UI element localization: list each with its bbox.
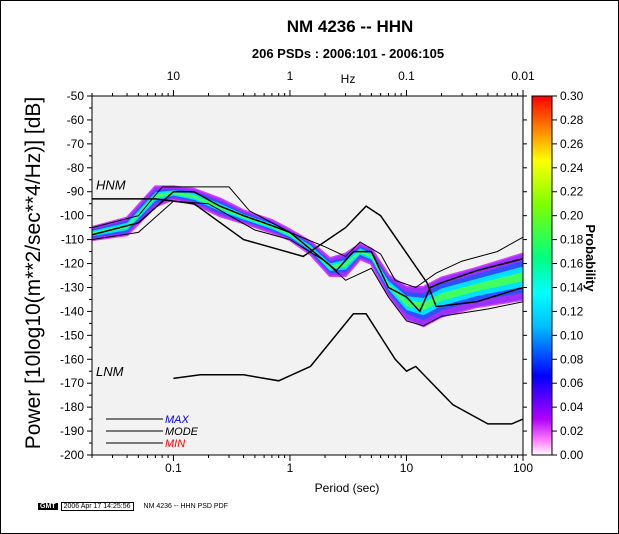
y-tick-label: -150 <box>60 328 84 342</box>
colorbar-tick-label: 0.00 <box>560 448 584 462</box>
top-axis-label: Hz <box>341 72 356 86</box>
colorbar-tick-label: 0.08 <box>560 352 584 366</box>
footer: GMT 2006 Apr 17 14:25:56 NM 4236 -- HHN PS… <box>38 502 228 511</box>
top-tick-label: 0.01 <box>511 69 535 83</box>
gmt-logo: GMT <box>38 503 58 510</box>
y-tick-label: -140 <box>60 304 84 318</box>
y-tick-label: -190 <box>60 424 84 438</box>
lnm-label: LNM <box>96 364 124 379</box>
colorbar-tick-label: 0.14 <box>560 280 584 294</box>
y-tick-label: -120 <box>60 257 84 271</box>
colorbar-tick-label: 0.12 <box>560 304 584 318</box>
footer-timestamp: 2006 Apr 17 14:25:56 <box>60 502 134 511</box>
colorbar-tick-label: 0.26 <box>560 137 584 151</box>
y-tick-label: -70 <box>67 137 85 151</box>
y-axis: -50 -60 -70 -80 -90 -100 -110 -120 -130 -140 -150 -… <box>60 89 527 462</box>
x-axis-label: Period (sec) <box>315 481 380 495</box>
colorbar-tick-label: 0.30 <box>560 89 584 103</box>
colorbar-tick-label: 0.28 <box>560 113 584 127</box>
noise-models <box>92 198 523 425</box>
colorbar-tick-label: 0.02 <box>560 424 584 438</box>
colorbar-tick-label: 0.24 <box>560 161 584 175</box>
noise-model-hnm-line <box>92 198 523 308</box>
colorbar-tick-label: 0.22 <box>560 185 584 199</box>
y-axis-label: Power [10log10(m**2/sec**4/Hz)] [dB] <box>22 97 45 450</box>
colorbar <box>531 95 553 456</box>
colorbar-label: Probability <box>583 224 598 292</box>
x-tick-label: 10 <box>400 461 414 475</box>
colorbar-tick-label: 0.18 <box>560 233 584 247</box>
hnm-label: HNM <box>96 177 126 192</box>
series-min-line <box>92 200 523 327</box>
y-tick-label: -110 <box>61 233 84 247</box>
noise-model-lnm-line <box>173 313 523 425</box>
colorbar-tick-label: 0.20 <box>560 209 584 223</box>
top-tick-label: 10 <box>167 69 181 83</box>
y-tick-label: -170 <box>60 376 84 390</box>
top-tick-label: 0.1 <box>398 69 415 83</box>
chart-subtitle: 206 PSDs : 2006:101 - 2006:105 <box>252 46 444 61</box>
statistic-curves <box>92 186 523 327</box>
x-tick-label: 1 <box>287 461 294 475</box>
y-tick-label: -50 <box>67 89 85 103</box>
y-tick-label: -180 <box>60 400 84 414</box>
y-tick-label: -90 <box>67 185 85 199</box>
x-tick-label: 0.1 <box>165 461 182 475</box>
colorbar-ticks: 0.00 0.02 0.04 0.06 0.08 0.10 0.12 0.14 0.16 0.18… <box>552 89 584 462</box>
y-tick-label: -200 <box>60 448 84 462</box>
top-frequency-axis: 10 1 0.1 0.01 <box>91 69 535 96</box>
footer-label: NM 4236 -- HHN PSD PDF <box>143 503 228 510</box>
legend-label-max: MAX <box>165 414 190 426</box>
colorbar-tick-label: 0.04 <box>560 400 584 414</box>
series-mode-line <box>92 190 523 313</box>
y-tick-label: -100 <box>60 209 84 223</box>
chart-title: NM 4236 -- HHN <box>287 17 414 36</box>
y-tick-label: -80 <box>67 161 85 175</box>
colorbar-tick-label: 0.06 <box>560 376 584 390</box>
series-max-line <box>92 186 523 289</box>
y-tick-label: -160 <box>60 352 84 366</box>
x-axis: 0.1 1 10 100 <box>91 455 533 475</box>
y-tick-label: -130 <box>60 280 84 294</box>
legend-label-min: MIN <box>165 438 185 450</box>
density-low <box>92 186 523 326</box>
y-tick-label: -60 <box>67 113 85 127</box>
top-tick-label: 1 <box>287 69 294 83</box>
x-tick-label: 100 <box>513 461 533 475</box>
colorbar-tick-label: 0.10 <box>560 328 584 342</box>
legend-label-mode: MODE <box>165 426 199 438</box>
colorbar-tick-label: 0.16 <box>560 257 584 271</box>
